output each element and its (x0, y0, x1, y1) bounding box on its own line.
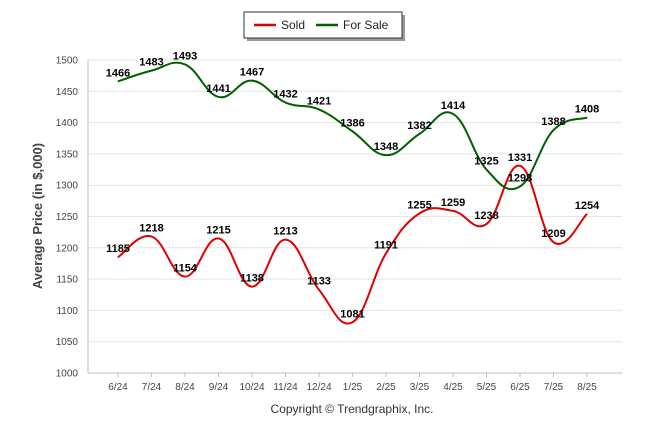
data-label-sold: 1209 (541, 228, 565, 240)
data-label-sold: 1191 (374, 239, 398, 251)
data-label-sold: 1154 (173, 263, 198, 275)
data-point-sold (419, 212, 420, 214)
data-point-sold (486, 223, 487, 225)
x-tick-label: 7/24 (142, 382, 162, 393)
y-tick-label: 1400 (56, 118, 79, 129)
data-label-for-sale: 1408 (575, 104, 599, 116)
data-point-for-sale (117, 80, 119, 82)
data-point-for-sale (218, 96, 219, 98)
data-label-for-sale: 1483 (139, 57, 163, 69)
data-point-sold (519, 165, 521, 167)
data-point-for-sale (486, 169, 487, 171)
data-label-for-sale: 1441 (206, 83, 230, 95)
copyright-text: Copyright © Trendgraphix, Inc. (271, 402, 434, 416)
data-point-sold (285, 239, 286, 241)
data-label-sold: 1133 (307, 276, 331, 288)
data-label-for-sale: 1325 (474, 156, 498, 168)
x-tick-label: 11/24 (273, 382, 298, 393)
x-tick-label: 10/24 (239, 382, 264, 393)
data-label-for-sale: 1432 (273, 89, 297, 101)
data-point-for-sale (519, 185, 521, 187)
data-point-for-sale (352, 130, 353, 132)
series (117, 61, 588, 325)
y-tick-label: 1050 (56, 337, 79, 348)
data-label-sold: 1213 (273, 226, 297, 238)
y-tick-label: 1150 (56, 275, 78, 286)
data-point-sold (218, 237, 219, 239)
data-label-for-sale: 1414 (441, 100, 466, 112)
data-label-sold: 1254 (575, 200, 600, 212)
data-label-sold: 1185 (106, 243, 130, 255)
axes: 1000 1050 1100 1150 1200 1250 1300 1350 1400 1450… (56, 56, 597, 394)
data-label-for-sale: 1467 (240, 67, 264, 79)
y-tick-label: 1200 (56, 243, 79, 254)
data-point-for-sale (285, 102, 286, 104)
data-label-sold: 1218 (139, 223, 163, 235)
data-label-for-sale: 1421 (307, 95, 331, 107)
data-point-sold (452, 210, 454, 212)
data-point-for-sale (553, 129, 554, 131)
data-point-sold (117, 256, 119, 258)
legend-label-for-sale: For Sale (343, 18, 389, 32)
y-tick-label: 1000 (56, 369, 79, 380)
data-point-for-sale (586, 117, 588, 119)
data-point-for-sale (251, 80, 253, 82)
data-label-for-sale: 1386 (340, 117, 364, 129)
data-point-for-sale (318, 108, 320, 110)
y-tick-label: 1100 (56, 306, 78, 317)
x-tick-label: 8/24 (175, 382, 195, 393)
series-line-sold (117, 164, 588, 325)
x-tick-label: 8/25 (577, 382, 597, 393)
data-label-sold: 1138 (240, 273, 264, 285)
legend: Sold For Sale (243, 11, 405, 41)
x-tick-label: 12/24 (306, 382, 331, 393)
y-axis-label: Average Price (in $,000) (30, 143, 45, 289)
x-tick-label: 6/24 (108, 382, 128, 393)
grid (88, 59, 622, 374)
data-point-sold (352, 321, 353, 323)
data-label-sold: 1081 (340, 308, 364, 320)
legend-label-sold: Sold (281, 18, 305, 32)
x-tick-label: 1/25 (343, 382, 363, 393)
x-tick-label: 6/25 (510, 382, 530, 393)
x-tick-label: 5/25 (477, 382, 497, 393)
data-labels: 1185 1218 1154 1215 1138 1213 1133 1081 1191 1255… (106, 50, 600, 320)
data-label-for-sale: 1466 (106, 67, 130, 79)
data-label-sold: 1238 (474, 210, 498, 222)
y-tick-label: 1250 (56, 212, 79, 223)
data-label-for-sale: 1388 (541, 116, 565, 128)
data-point-sold (553, 241, 554, 243)
y-tick-label: 1500 (56, 56, 79, 67)
y-tick-label: 1350 (56, 149, 79, 160)
y-tick-label: 1300 (56, 181, 79, 192)
data-label-for-sale: 1493 (173, 50, 197, 62)
x-tick-label: 3/25 (410, 382, 430, 393)
data-label-sold: 1331 (508, 152, 532, 164)
x-tick-label: 4/25 (443, 382, 463, 393)
data-point-for-sale (151, 70, 152, 72)
data-point-sold (151, 236, 152, 238)
x-tick-label: 2/25 (376, 382, 396, 393)
x-tick-label: 9/24 (209, 382, 229, 393)
data-point-sold (318, 289, 320, 291)
data-point-sold (184, 276, 186, 278)
data-label-for-sale: 1382 (407, 120, 431, 132)
data-label-for-sale: 1298 (508, 172, 532, 184)
data-point-sold (586, 213, 588, 215)
data-point-sold (251, 286, 253, 288)
data-label-sold: 1255 (407, 199, 431, 211)
data-point-for-sale (419, 133, 420, 135)
data-label-sold: 1215 (206, 224, 230, 236)
y-tick-label: 1450 (56, 87, 79, 98)
x-tick-label: 7/25 (544, 382, 564, 393)
data-point-for-sale (452, 113, 454, 115)
data-point-for-sale (385, 154, 387, 156)
data-label-for-sale: 1348 (374, 141, 398, 153)
data-point-for-sale (184, 63, 186, 65)
data-point-sold (385, 252, 387, 254)
data-label-sold: 1259 (441, 197, 465, 209)
